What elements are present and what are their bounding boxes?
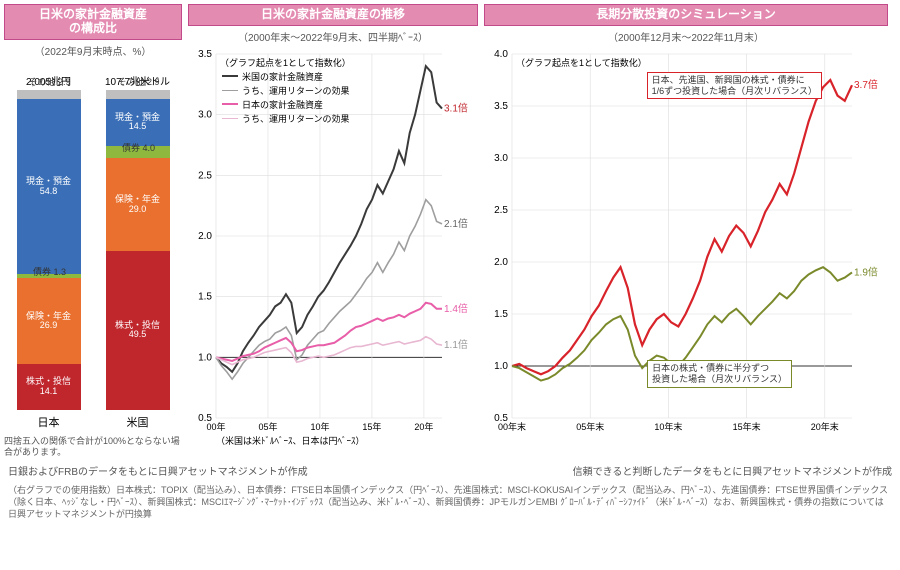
linechart-trend: 0.51.01.52.02.53.03.500年05年10年15年20年3.1倍… [188, 46, 478, 446]
svg-text:2.0: 2.0 [198, 231, 212, 242]
panel-trend: 日米の家計金融資産の推移 （2000年末～2022年9月末、四半期ﾍﾞｰｽ） 0… [188, 4, 478, 459]
svg-text:3.5: 3.5 [198, 49, 212, 60]
svg-text:2.0: 2.0 [494, 257, 508, 268]
bar-segment: 株式・投信14.1 [17, 364, 81, 409]
svg-text:1.5: 1.5 [494, 309, 508, 320]
svg-text:1.9倍: 1.9倍 [854, 265, 878, 278]
panel1-note: 四捨五入の関係で合計が100%とならない場合があります。 [4, 436, 182, 459]
x-axis-note: （米国は米ﾄﾞﾙﾍﾞｰｽ、日本は円ﾍﾞｰｽ） [216, 434, 365, 447]
bar-segment [106, 90, 170, 99]
index-note: （グラフ起点を1として指数化） [220, 56, 351, 69]
svg-text:1.0: 1.0 [494, 361, 508, 372]
svg-text:2.5: 2.5 [198, 170, 212, 181]
svg-text:20年末: 20年末 [811, 421, 839, 432]
svg-text:15年末: 15年末 [733, 421, 761, 432]
footer-sources: 日銀およびFRBのデータをもとに日興アセットマネジメントが作成 信頼できると判断… [0, 463, 900, 480]
bar-name: 日本 [38, 414, 60, 430]
svg-text:3.1倍: 3.1倍 [444, 101, 468, 114]
stacked-bars: 2,005兆円株式・投信14.1保険・年金26.9債券 1.3現金・預金54.8… [4, 60, 182, 430]
svg-text:1.5: 1.5 [198, 291, 212, 302]
segment-label-outside: 債券 4.0 [104, 141, 174, 154]
bar-segment: 保険・年金29.0 [106, 158, 170, 251]
segment-label-outside: その他 2.9 [15, 75, 85, 88]
panel3-title: 長期分散投資のシミュレーション [484, 4, 888, 26]
linechart-simulation: 0.51.01.52.02.53.03.54.000年末05年末10年末15年末… [484, 46, 888, 446]
bar-segment: 現金・預金14.5 [106, 99, 170, 145]
bar-col: 2,005兆円株式・投信14.1保険・年金26.9債券 1.3現金・預金54.8… [9, 73, 89, 430]
svg-text:3.5: 3.5 [494, 101, 508, 112]
svg-text:1.0: 1.0 [198, 352, 212, 363]
svg-text:10年: 10年 [310, 421, 329, 432]
segment-label-outside: その他 2.9 [104, 75, 174, 88]
svg-text:3.0: 3.0 [198, 109, 212, 120]
svg-text:1.1倍: 1.1倍 [444, 338, 468, 351]
bar-segment: 保険・年金26.9 [17, 278, 81, 364]
series-box-label: 日本の株式・債券に半分ずつ 投資した場合（月次リバランス） [647, 360, 792, 388]
svg-text:10年末: 10年末 [654, 421, 682, 432]
svg-text:4.0: 4.0 [494, 49, 508, 60]
panel2-title: 日米の家計金融資産の推移 [188, 4, 478, 26]
bar-segment [17, 90, 81, 99]
panel1-title: 日米の家計金融資産 の構成比 [4, 4, 182, 40]
bar-name: 米国 [127, 414, 149, 430]
svg-text:2.1倍: 2.1倍 [444, 217, 468, 230]
svg-text:05年末: 05年末 [576, 421, 604, 432]
svg-text:05年: 05年 [258, 421, 277, 432]
legend: 米国の家計金融資産うち、運用リターンの効果日本の家計金融資産うち、運用リターンの… [222, 70, 350, 126]
svg-text:3.0: 3.0 [494, 153, 508, 164]
series-box-label: 日本、先進国、新興国の株式・債券に 1/6ずつ投資した場合（月次リバランス） [647, 72, 822, 100]
panel3-subtitle: （2000年12月末～2022年11月末） [484, 29, 888, 44]
stacked-bar: 株式・投信14.1保険・年金26.9債券 1.3現金・預金54.8その他 2.9 [17, 90, 81, 410]
footer-left: 日銀およびFRBのデータをもとに日興アセットマネジメントが作成 [8, 463, 308, 478]
bar-segment: 株式・投信49.5 [106, 251, 170, 409]
panel-simulation: 長期分散投資のシミュレーション （2000年12月末～2022年11月末） 0.… [484, 4, 888, 459]
panel2-subtitle: （2000年末～2022年9月末、四半期ﾍﾞｰｽ） [188, 29, 478, 44]
svg-text:2.5: 2.5 [494, 205, 508, 216]
svg-text:1.4倍: 1.4倍 [444, 302, 468, 315]
svg-text:20年: 20年 [414, 421, 433, 432]
footer-detail: （右グラフでの使用指数）日本株式：TOPIX（配当込み）、日本債券：FTSE日本… [0, 480, 900, 524]
bar-segment: 現金・預金54.8 [17, 99, 81, 274]
stacked-bar: 株式・投信49.5保険・年金29.0債券 4.0現金・預金14.5その他 2.9 [106, 90, 170, 410]
svg-text:00年: 00年 [206, 421, 225, 432]
panel1-subtitle: （2022年9月末時点、%） [4, 43, 182, 58]
svg-text:15年: 15年 [362, 421, 381, 432]
panel-composition: 日米の家計金融資産 の構成比 （2022年9月末時点、%） 2,005兆円株式・… [4, 4, 182, 459]
index-note: （グラフ起点を1として指数化） [516, 56, 647, 69]
svg-text:3.7倍: 3.7倍 [854, 78, 878, 91]
svg-text:00年末: 00年末 [498, 421, 526, 432]
segment-label-outside: 債券 1.3 [15, 265, 85, 278]
bar-col: 107.7兆米ドル株式・投信49.5保険・年金29.0債券 4.0現金・預金14… [98, 73, 178, 430]
footer-right: 信頼できると判断したデータをもとに日興アセットマネジメントが作成 [573, 463, 892, 478]
